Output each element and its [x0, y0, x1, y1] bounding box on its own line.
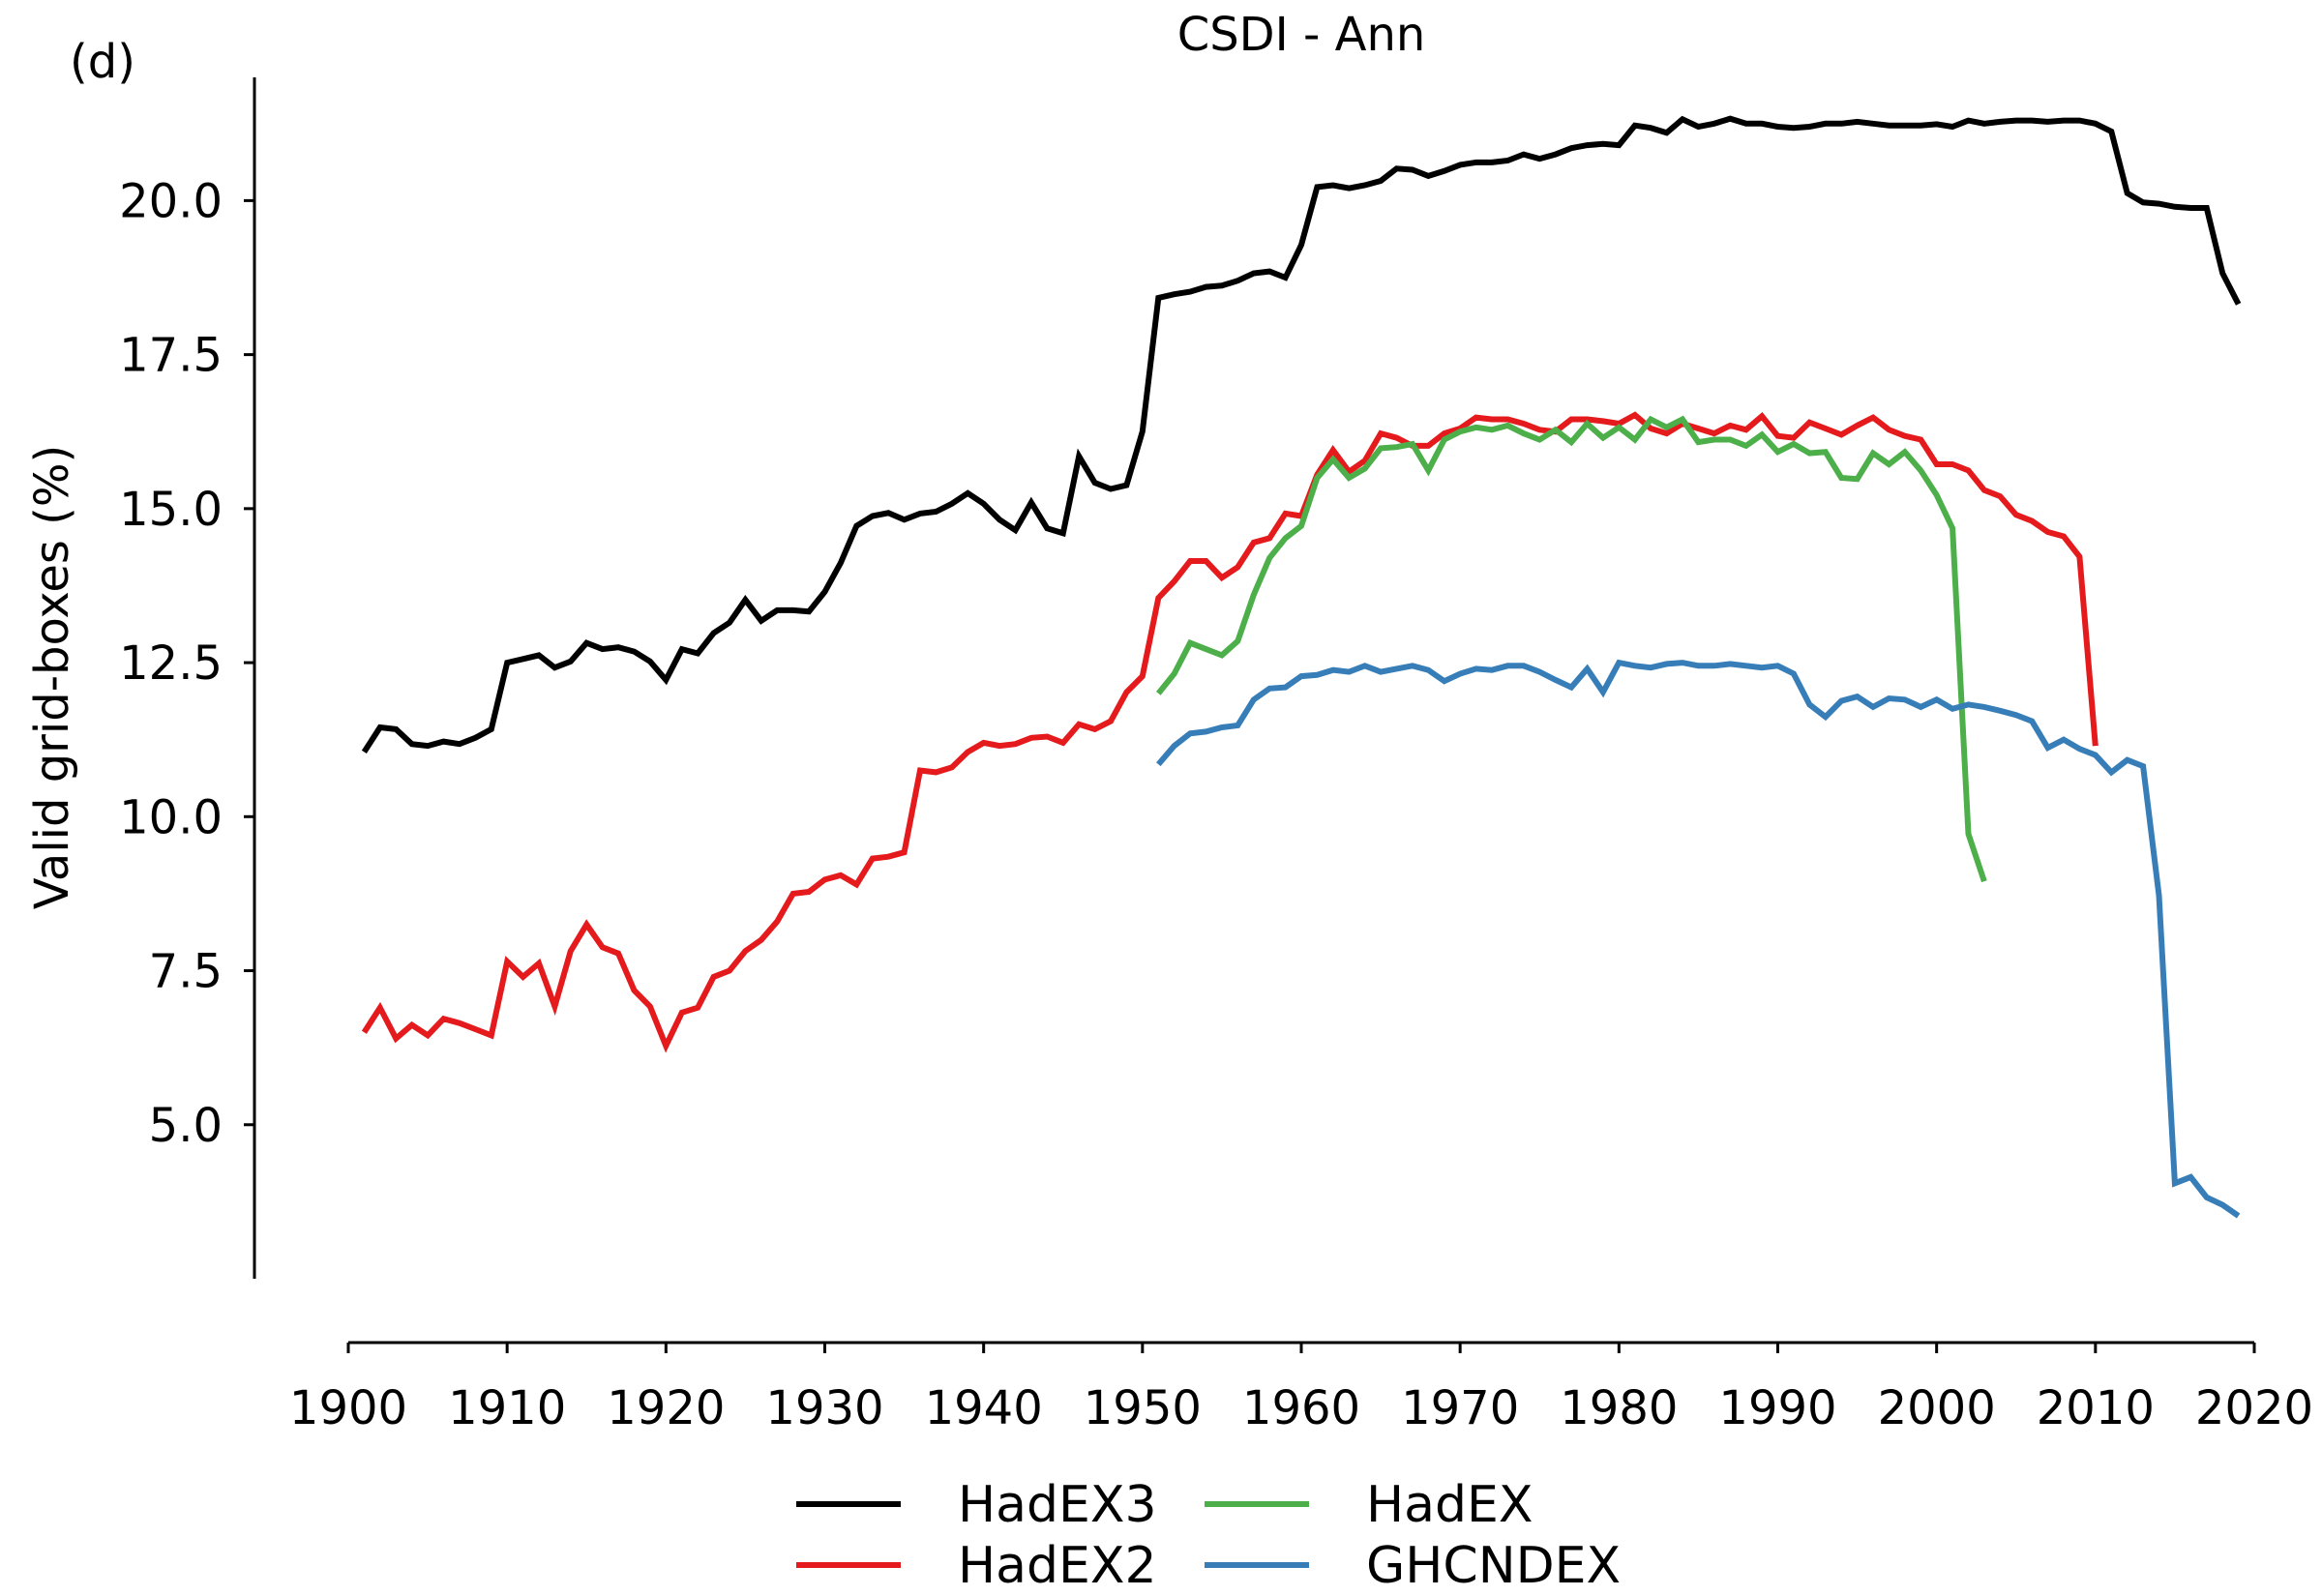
legend-label-ghcndex: GHCNDEX: [1366, 1537, 1621, 1595]
x-tick-label: 1940: [925, 1381, 1043, 1435]
y-tick-label: 10.0: [119, 790, 223, 844]
x-tick-label: 1960: [1242, 1381, 1360, 1435]
series-line-ghcndex: [1156, 659, 2241, 1219]
x-tick-label: 2020: [2195, 1381, 2313, 1435]
series-line-hadex3: [361, 115, 2242, 754]
legend-label-hadex3: HadEX3: [958, 1476, 1157, 1534]
y-axis-ticks: 5.0 7.5 10.0 12.5 15.0 17.5 20.0: [119, 174, 254, 1153]
y-tick-label: 12.5: [119, 636, 223, 691]
x-tick-label: 1970: [1401, 1381, 1519, 1435]
x-tick-label: 1910: [448, 1381, 566, 1435]
x-tick-label: 2010: [2037, 1381, 2155, 1435]
series-lines: [361, 115, 2242, 1219]
chart-title: CSDI - Ann: [1177, 8, 1426, 62]
legend-label-hadex2: HadEX2: [958, 1537, 1157, 1595]
series-line-hadex: [1155, 415, 1987, 883]
x-tick-label: 1900: [289, 1381, 407, 1435]
x-axis-ticks: 1900 1910 1920 1930 1940 1950 1960 1970 1980 1990…: [289, 1343, 2313, 1435]
series-line-hadex2: [361, 411, 2099, 1053]
x-tick-label: 1920: [607, 1381, 725, 1435]
x-tick-label: 1950: [1084, 1381, 1202, 1435]
y-axis-label: Valid grid-boxes (%): [25, 445, 79, 909]
y-tick-label: 17.5: [119, 329, 223, 383]
x-tick-label: 2000: [1878, 1381, 1996, 1435]
legend-label-hadex: HadEX: [1366, 1476, 1533, 1534]
panel-label: (d): [70, 35, 135, 89]
x-tick-label: 1980: [1560, 1381, 1678, 1435]
x-tick-label: 1990: [1718, 1381, 1836, 1435]
y-tick-label: 5.0: [149, 1099, 223, 1153]
x-tick-label: 1930: [765, 1381, 883, 1435]
y-tick-label: 7.5: [149, 945, 223, 999]
y-tick-label: 20.0: [119, 174, 223, 228]
y-tick-label: 15.0: [119, 483, 223, 537]
